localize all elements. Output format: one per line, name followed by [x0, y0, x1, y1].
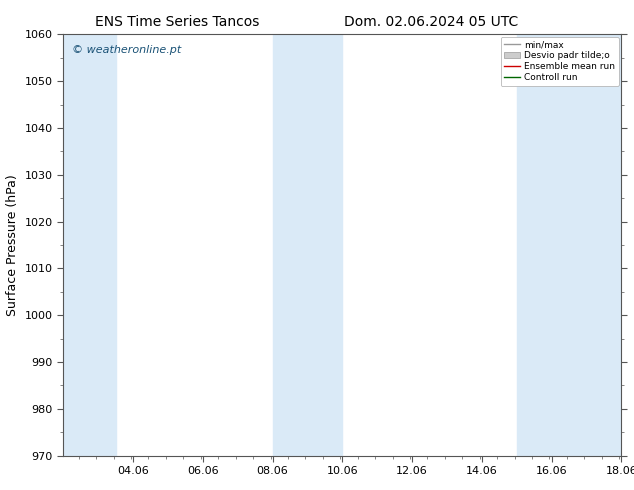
- Text: ENS Time Series Tancos: ENS Time Series Tancos: [95, 15, 260, 29]
- Bar: [517, 34, 552, 456]
- Bar: [552, 34, 621, 456]
- Legend: min/max, Desvio padr tilde;o, Ensemble mean run, Controll run: min/max, Desvio padr tilde;o, Ensemble m…: [500, 37, 619, 86]
- Text: © weatheronline.pt: © weatheronline.pt: [72, 45, 181, 55]
- Bar: [63, 34, 116, 456]
- Bar: [273, 34, 342, 456]
- Y-axis label: Surface Pressure (hPa): Surface Pressure (hPa): [6, 174, 19, 316]
- Text: Dom. 02.06.2024 05 UTC: Dom. 02.06.2024 05 UTC: [344, 15, 518, 29]
